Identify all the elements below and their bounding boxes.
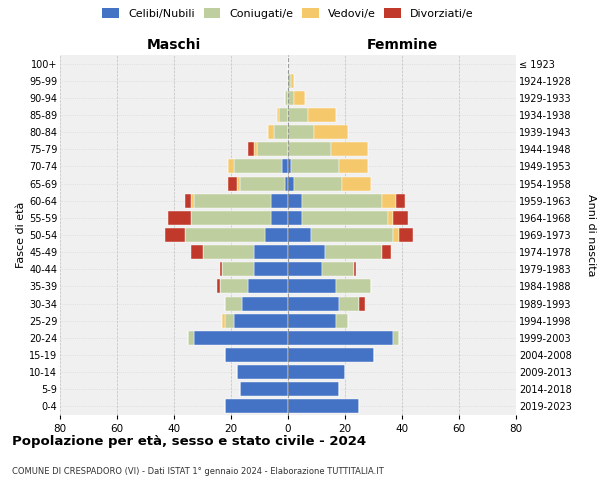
Bar — [288, 91, 294, 105]
Bar — [285, 176, 288, 190]
Bar — [288, 194, 302, 207]
Bar — [288, 211, 302, 225]
Bar — [228, 176, 236, 190]
Bar — [228, 160, 234, 173]
Bar — [291, 160, 340, 173]
Bar — [239, 176, 285, 190]
Bar — [291, 74, 294, 88]
Bar — [288, 74, 291, 88]
Bar — [394, 211, 408, 225]
Bar — [223, 314, 226, 328]
Bar — [288, 296, 340, 310]
Text: Popolazione per età, sesso e stato civile - 2024: Popolazione per età, sesso e stato civil… — [12, 435, 366, 448]
Bar — [220, 280, 248, 293]
Text: Maschi: Maschi — [147, 38, 201, 52]
Bar — [271, 194, 288, 207]
Bar — [226, 348, 288, 362]
Bar — [283, 160, 288, 173]
Bar — [285, 91, 288, 105]
Bar — [288, 314, 337, 328]
Bar — [234, 314, 288, 328]
Bar — [337, 280, 371, 293]
Bar — [288, 400, 359, 413]
Bar — [254, 142, 257, 156]
Y-axis label: Fasce di età: Fasce di età — [16, 202, 26, 268]
Bar — [254, 262, 288, 276]
Bar — [268, 125, 274, 139]
Bar — [166, 228, 185, 242]
Bar — [191, 194, 194, 207]
Bar — [280, 108, 288, 122]
Bar — [302, 211, 388, 225]
Bar — [168, 211, 191, 225]
Bar — [191, 211, 271, 225]
Bar — [191, 245, 203, 259]
Bar — [337, 314, 348, 328]
Bar — [288, 382, 340, 396]
Bar — [397, 194, 405, 207]
Bar — [288, 348, 373, 362]
Bar — [322, 262, 353, 276]
Bar — [288, 262, 322, 276]
Bar — [288, 142, 331, 156]
Bar — [248, 142, 254, 156]
Bar — [288, 331, 394, 345]
Bar — [340, 160, 368, 173]
Bar — [188, 331, 194, 345]
Bar — [399, 228, 413, 242]
Bar — [217, 280, 220, 293]
Bar — [274, 125, 288, 139]
Bar — [271, 211, 288, 225]
Bar — [353, 262, 356, 276]
Bar — [331, 142, 368, 156]
Bar — [254, 245, 288, 259]
Bar — [234, 160, 283, 173]
Bar — [226, 400, 288, 413]
Bar — [248, 280, 288, 293]
Bar — [242, 296, 288, 310]
Bar — [359, 296, 365, 310]
Bar — [194, 194, 271, 207]
Text: Femmine: Femmine — [367, 38, 437, 52]
Bar — [294, 176, 342, 190]
Y-axis label: Anni di nascita: Anni di nascita — [586, 194, 596, 276]
Text: COMUNE DI CRESPADORO (VI) - Dati ISTAT 1° gennaio 2024 - Elaborazione TUTTITALIA: COMUNE DI CRESPADORO (VI) - Dati ISTAT 1… — [12, 468, 384, 476]
Bar — [237, 176, 239, 190]
Bar — [288, 125, 314, 139]
Bar — [302, 194, 382, 207]
Bar — [314, 125, 348, 139]
Bar — [239, 382, 288, 396]
Bar — [288, 280, 337, 293]
Bar — [288, 108, 308, 122]
Bar — [288, 176, 294, 190]
Bar — [382, 245, 391, 259]
Bar — [325, 245, 382, 259]
Bar — [342, 176, 371, 190]
Bar — [311, 228, 394, 242]
Bar — [226, 296, 242, 310]
Bar — [185, 194, 191, 207]
Bar — [288, 228, 311, 242]
Bar — [340, 296, 359, 310]
Bar — [257, 142, 288, 156]
Bar — [203, 245, 254, 259]
Bar — [277, 108, 280, 122]
Legend: Celibi/Nubili, Coniugati/e, Vedovi/e, Divorziati/e: Celibi/Nubili, Coniugati/e, Vedovi/e, Di… — [103, 8, 473, 19]
Bar — [288, 365, 345, 379]
Bar — [194, 331, 288, 345]
Bar — [394, 331, 399, 345]
Bar — [288, 160, 291, 173]
Bar — [288, 245, 325, 259]
Bar — [236, 365, 288, 379]
Bar — [388, 211, 394, 225]
Bar — [382, 194, 397, 207]
Bar — [394, 228, 399, 242]
Bar — [294, 91, 305, 105]
Bar — [308, 108, 337, 122]
Bar — [185, 228, 265, 242]
Bar — [226, 314, 234, 328]
Bar — [220, 262, 223, 276]
Bar — [223, 262, 254, 276]
Bar — [265, 228, 288, 242]
